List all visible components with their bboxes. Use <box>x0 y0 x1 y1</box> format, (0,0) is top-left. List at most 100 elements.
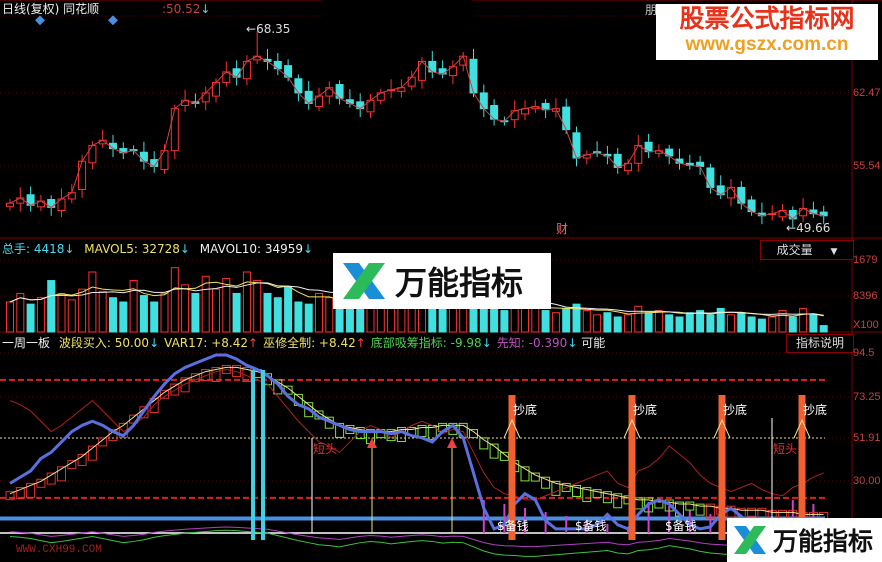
candle-up <box>78 160 87 191</box>
volume-bar <box>727 314 735 333</box>
volume-bar <box>819 325 828 333</box>
high-price-label: ←68.35 <box>246 22 291 36</box>
volume-bar <box>654 310 663 333</box>
green-box <box>335 422 345 438</box>
money-signal-label: $备钱 <box>497 519 529 533</box>
bottom-signal-label: 抄底 <box>633 403 658 417</box>
blue-indicator-line <box>9 353 824 531</box>
candle-up <box>242 60 251 80</box>
watermark-logo: 万能指标 <box>333 253 551 309</box>
selector-label: 成交量 <box>776 243 813 257</box>
arrow-down-icon: ↓ <box>64 242 75 256</box>
indicator-axis-label: 73.25 <box>853 391 881 403</box>
volume-bar <box>232 292 241 333</box>
red-box <box>5 491 15 501</box>
volume-bar <box>479 305 488 333</box>
watermark-bottom-url: WWW.CXH99.COM <box>16 544 102 556</box>
arrow-up-icon: ↑ <box>248 336 259 350</box>
volume-bar <box>273 297 282 333</box>
volume-bar <box>212 288 220 333</box>
volume-bar <box>325 297 334 333</box>
indicator-value: 波段买入: 50.00 <box>58 336 150 350</box>
mavol5: MAVOL5: 32728 <box>84 242 180 256</box>
candle-down <box>562 106 571 131</box>
signal-peak <box>713 418 731 439</box>
short-signal-label: 短头 <box>773 442 798 456</box>
volume-bar <box>644 312 653 333</box>
volume-bar <box>572 303 581 333</box>
cyan-signal-bar <box>251 370 255 540</box>
arrow-up-icon <box>367 438 377 448</box>
candle-down <box>479 92 488 110</box>
green-box <box>489 443 499 459</box>
volume-bar <box>551 312 560 333</box>
money-signal-label: $备钱 <box>665 519 697 533</box>
mask-box <box>322 0 472 17</box>
money-signal-label: $备钱 <box>575 519 607 533</box>
indicator-explain-button[interactable]: 指标说明 <box>786 334 854 353</box>
volume-bar <box>696 310 705 333</box>
green-box <box>520 466 530 482</box>
price-axis-label: 62.47 <box>853 87 881 99</box>
volume-bar <box>57 292 66 333</box>
volume-bar <box>16 292 25 333</box>
cyan-signal-bar <box>261 370 265 540</box>
green-box <box>695 503 705 516</box>
volume-bar <box>47 280 56 333</box>
red-box <box>221 364 231 374</box>
red-box <box>180 377 190 393</box>
volume-bar <box>88 271 97 333</box>
bottom-signal-bar <box>718 395 726 540</box>
watermark-site-url: www.gszx.com.cn <box>685 34 849 55</box>
bottom-signal-label: 抄底 <box>723 403 748 417</box>
candle-down <box>706 167 715 188</box>
red-box <box>211 367 221 383</box>
volume-bar <box>160 292 169 333</box>
event-marker[interactable]: 财 <box>556 222 569 236</box>
green-box <box>551 480 561 496</box>
candle-down <box>737 186 746 204</box>
volume-bar <box>685 312 694 333</box>
bottom-signal-bar <box>508 395 516 540</box>
volume-bar <box>809 314 818 333</box>
indicator-tail: 可能 <box>581 336 606 350</box>
logo-icon <box>343 263 385 299</box>
indicator-name: 一周一板 <box>2 336 51 350</box>
candle-up <box>634 144 643 164</box>
candle-up <box>6 202 14 207</box>
indicator-value: VAR17: +8.42 <box>164 336 249 350</box>
volume-bar <box>191 292 200 333</box>
diamond-marker <box>35 15 45 26</box>
red-box <box>705 503 715 519</box>
watermark-site: 股票公式指标网 www.gszx.com.cn <box>656 4 878 60</box>
red-box <box>57 466 66 482</box>
volume-bar <box>36 297 45 333</box>
volume-bar <box>201 275 210 333</box>
short-signal-label: 短头 <box>313 442 338 456</box>
volume-bar <box>562 307 571 333</box>
green-box <box>541 476 551 489</box>
volume-bar <box>263 292 272 333</box>
indicator-selector-dropdown[interactable]: 成交量 ▼ <box>760 240 854 260</box>
arrow-down-icon: ↓ <box>567 336 578 350</box>
volume-bar <box>510 305 519 333</box>
red-box <box>747 507 757 517</box>
arrow-down-icon: ↓ <box>481 336 492 350</box>
red-box <box>46 472 56 485</box>
volume-bar <box>541 310 550 333</box>
bottom-signal-label: 抄底 <box>803 403 828 417</box>
volume-bar <box>150 301 159 333</box>
volume-bar <box>119 301 128 333</box>
green-box <box>592 489 602 499</box>
red-box <box>26 482 36 498</box>
green-box <box>685 501 695 511</box>
volume-axis-label: X100 <box>853 319 879 331</box>
volume-bar <box>345 305 354 333</box>
volume-bar <box>222 277 231 333</box>
volume-axis-label: 8396 <box>853 290 878 302</box>
red-indicator-line <box>9 368 824 501</box>
volume-bar <box>747 316 756 333</box>
volume-bar <box>768 316 777 333</box>
candle-down <box>613 153 622 168</box>
volume-axis-label: 1679 <box>853 254 878 266</box>
